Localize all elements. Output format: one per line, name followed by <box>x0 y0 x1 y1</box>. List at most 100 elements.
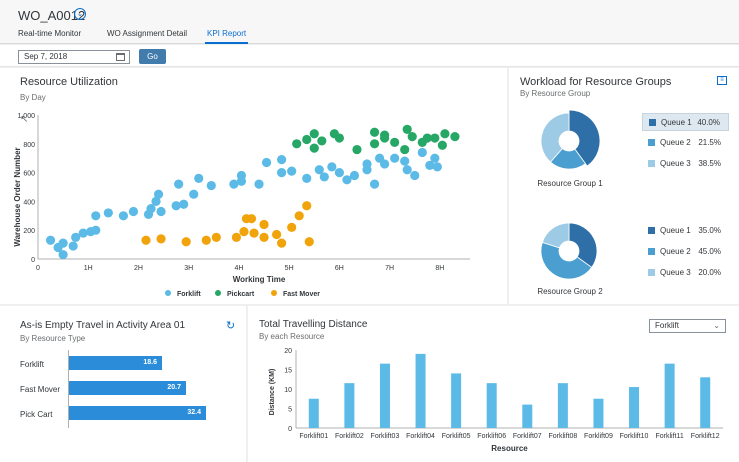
scatter-point-forklift <box>91 211 101 221</box>
bar-forklift[interactable]: 18.6 <box>69 356 162 370</box>
scatter-point-fast-mover <box>201 235 211 245</box>
scatter-point-pickcart <box>440 129 450 139</box>
distance-bar <box>557 383 568 428</box>
scatter-point-pickcart <box>402 124 412 134</box>
tab-real-time-monitor[interactable]: Real-time Monitor <box>18 29 82 38</box>
distance-bar <box>664 363 675 428</box>
legend-value: 21.5% <box>698 138 721 147</box>
scatter-point-pickcart <box>430 133 440 143</box>
scatter-point-forklift <box>118 211 128 221</box>
distance-bar <box>308 398 319 428</box>
queue2-swatch <box>648 139 655 146</box>
scatter-point-forklift <box>369 179 380 189</box>
scatter-point-forklift <box>417 147 427 158</box>
donut-slice-queue-3 <box>541 222 570 249</box>
date-picker[interactable]: Sep 7, 2018 <box>18 50 130 64</box>
scatter-point-fast-mover <box>287 222 297 232</box>
y-axis-title: Distance (KM) <box>269 369 276 416</box>
x-tick-label: 7H <box>385 265 394 272</box>
donut-slice-queue-1 <box>568 109 601 167</box>
distance-bar <box>486 383 497 428</box>
empty-travel-subtitle: By Resource Type <box>20 334 86 343</box>
scatter-point-forklift <box>349 170 360 181</box>
resource-select[interactable]: Forklift ⌄ <box>649 319 726 333</box>
legend-label: Queue 2 <box>660 138 691 147</box>
scatter-point-forklift <box>430 153 440 163</box>
legend-label: Pickcart <box>227 291 255 298</box>
scatter-point-forklift <box>334 168 344 178</box>
legend-item-g1-queue2[interactable]: Queue 2 21.5% <box>642 134 729 152</box>
tab-wo-assignment-detail[interactable]: WO Assignment Detail <box>107 29 188 38</box>
x-tick-label: Forklift07 <box>513 433 542 440</box>
x-axis-title: Working Time <box>233 275 286 284</box>
scatter-point-fast-mover <box>277 238 287 248</box>
distance-bar <box>700 377 711 428</box>
queue2-swatch <box>648 248 655 255</box>
refresh-icon[interactable]: ↻ <box>226 320 236 332</box>
scatter-point-fast-mover <box>259 232 269 242</box>
x-tick-label: Forklift09 <box>584 433 613 440</box>
bar-fast-mover[interactable]: 20.7 <box>69 381 186 395</box>
active-tab-indicator <box>205 42 248 44</box>
queue1-swatch <box>649 119 656 126</box>
scatter-point-forklift <box>103 208 113 218</box>
scatter-point-fast-mover <box>246 214 257 224</box>
scatter-point-forklift <box>189 189 199 199</box>
scatter-point-pickcart <box>317 136 327 146</box>
tab-kpi-report[interactable]: KPI Report <box>207 29 247 38</box>
chevron-down-icon[interactable]: ⌄ <box>74 8 86 20</box>
y-tick-label: 600 <box>23 171 35 178</box>
legend-label: Forklift <box>177 291 201 298</box>
legend-label: Fast Mover <box>283 291 320 298</box>
y-tick-label: 0 <box>31 257 35 264</box>
scatter-point-pickcart <box>422 133 432 143</box>
scatter-point-forklift <box>45 235 56 245</box>
scatter-point-pickcart <box>407 132 417 142</box>
scatter-point-forklift <box>156 206 166 217</box>
legend-item-g2-queue2[interactable]: Queue 2 45.0% <box>642 243 729 261</box>
scatter-point-forklift <box>362 165 372 175</box>
page-title: WO_A0012 <box>18 8 86 23</box>
legend-item-g2-queue1[interactable]: Queue 1 35.0% <box>642 222 729 240</box>
legend-label: Queue 2 <box>660 247 691 256</box>
scatter-point-forklift <box>151 196 161 206</box>
x-tick-label: Forklift01 <box>299 433 328 440</box>
legend-item-g1-queue1[interactable]: Queue 1 40.0% <box>642 113 729 131</box>
scatter-point-fast-mover <box>211 232 221 242</box>
bar-value: 20.7 <box>167 384 181 391</box>
legend-item-g2-queue3[interactable]: Queue 3 20.0% <box>642 264 729 282</box>
scatter-point-forklift <box>402 165 412 175</box>
cursor-icon: ↖ <box>20 114 28 125</box>
legend-toggle-icon[interactable]: ≡ <box>717 76 727 85</box>
scatter-point-forklift <box>194 173 204 183</box>
go-button[interactable]: Go <box>139 49 166 64</box>
x-tick-label: Forklift05 <box>442 433 471 440</box>
scatter-point-forklift <box>229 179 239 189</box>
scatter-point-forklift <box>254 179 264 189</box>
scatter-point-forklift <box>342 175 352 185</box>
scatter-point-forklift <box>277 155 287 165</box>
scatter-point-forklift <box>78 228 88 238</box>
scatter-point-forklift <box>206 180 216 191</box>
x-tick-label: 2H <box>134 265 143 272</box>
scatter-point-forklift <box>91 225 101 235</box>
scatter-point-pickcart <box>302 134 312 145</box>
x-tick-label: 0 <box>36 265 40 272</box>
legend-item-g1-queue3[interactable]: Queue 3 38.5% <box>642 155 729 173</box>
calendar-icon[interactable] <box>116 53 125 61</box>
legend-value: 40.0% <box>697 118 720 127</box>
scatter-point-fast-mover <box>239 227 249 237</box>
scatter-point-fast-mover <box>249 228 259 238</box>
bar-label-pick-cart: Pick Cart <box>20 410 53 419</box>
legend-label: Queue 3 <box>660 268 691 277</box>
scatter-point-pickcart <box>400 144 410 155</box>
date-value: Sep 7, 2018 <box>24 52 68 61</box>
scatter-point-forklift <box>58 250 68 260</box>
scatter-point-forklift <box>319 172 329 182</box>
legend-marker <box>165 290 171 296</box>
bar-value: 18.6 <box>143 359 157 366</box>
bar-pick-cart[interactable]: 32.4 <box>69 406 206 420</box>
bar-value: 32.4 <box>187 409 201 416</box>
scatter-point-pickcart <box>390 137 400 147</box>
scatter-point-fast-mover <box>141 235 151 245</box>
